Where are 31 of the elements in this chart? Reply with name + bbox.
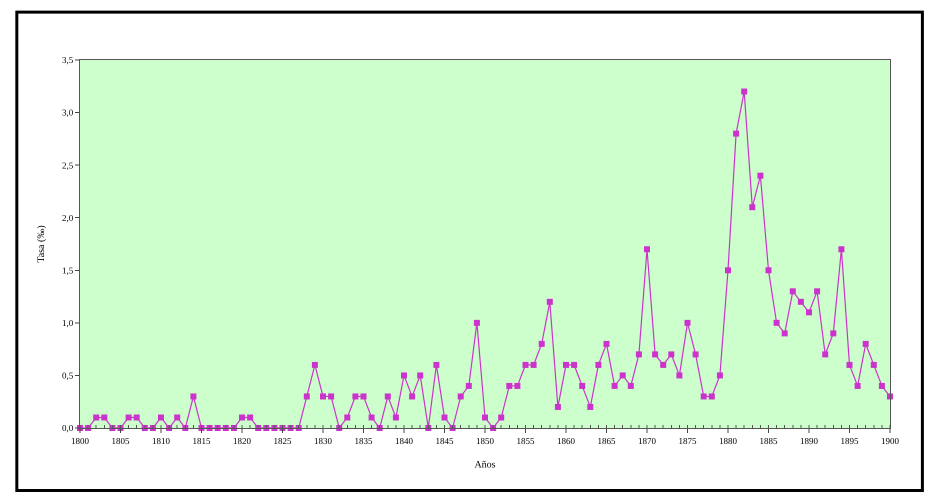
- x-tick-label: 1825: [274, 436, 292, 446]
- x-tick-label: 1820: [233, 436, 252, 446]
- x-tick-label: 1835: [354, 436, 373, 446]
- y-tick-label: 3,0: [62, 108, 74, 118]
- x-tick-label: 1800: [71, 436, 90, 446]
- x-tick-label: 1845: [436, 436, 454, 446]
- x-tick-label: 1840: [395, 436, 414, 446]
- y-tick-label: 2,0: [62, 212, 74, 223]
- y-tick-label: 3,5: [62, 55, 74, 66]
- x-tick-label: 1865: [598, 436, 616, 446]
- x-tick-label: 1895: [840, 436, 859, 446]
- x-tick-label: 1850: [476, 436, 494, 446]
- x-tick-label: 1880: [719, 436, 738, 446]
- x-tick-label: 1900: [881, 436, 900, 446]
- x-tick-label: 1870: [638, 436, 656, 446]
- x-tick-label: 1805: [112, 436, 130, 446]
- y-axis-title: Tasa (‰): [36, 225, 47, 263]
- x-tick-label: 1830: [314, 436, 332, 446]
- y-tick-label: 0,0: [62, 423, 74, 434]
- x-tick-label: 1810: [152, 436, 170, 446]
- x-axis-title: Años: [474, 459, 496, 470]
- x-tick-label: 1860: [557, 436, 576, 446]
- x-tick-label: 1875: [678, 436, 697, 446]
- x-tick-label: 1890: [800, 436, 818, 446]
- y-tick-label: 1,5: [62, 265, 74, 276]
- y-tick-label: 1,0: [62, 318, 74, 328]
- x-tick-label: 1885: [760, 436, 778, 446]
- y-tick-label: 2,5: [62, 160, 74, 170]
- x-tick-label: 1815: [192, 436, 211, 446]
- x-tick-label: 1855: [516, 436, 535, 446]
- y-tick-label: 0,5: [62, 370, 74, 381]
